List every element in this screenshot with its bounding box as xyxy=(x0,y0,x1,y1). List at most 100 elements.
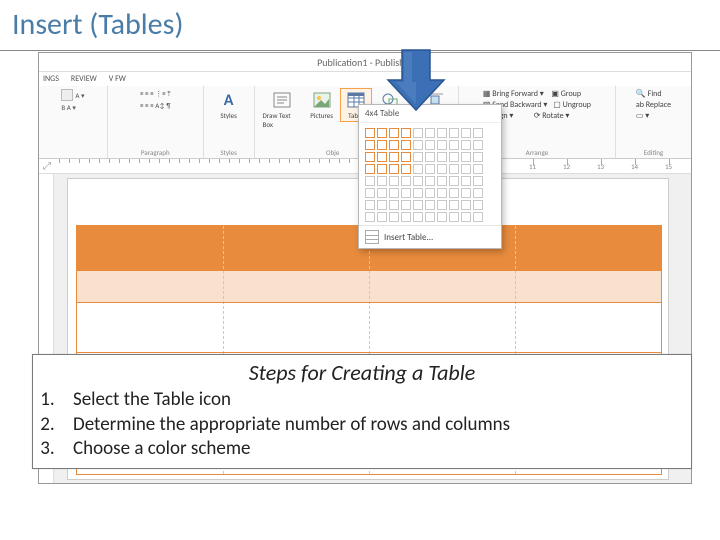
table-picker-cell[interactable] xyxy=(365,140,375,150)
table-picker-cell[interactable] xyxy=(413,140,423,150)
table-picker-cell[interactable] xyxy=(449,140,459,150)
table-picker-cell[interactable] xyxy=(365,152,375,162)
table-picker-cell[interactable] xyxy=(437,200,447,210)
table-picker-cell[interactable] xyxy=(389,200,399,210)
table-picker-cell[interactable] xyxy=(413,128,423,138)
table-picker-cell[interactable] xyxy=(449,128,459,138)
table-picker-cell[interactable] xyxy=(377,212,387,222)
table-picker-cell[interactable] xyxy=(365,188,375,198)
table-picker-cell[interactable] xyxy=(413,212,423,222)
table-picker-cell[interactable] xyxy=(401,152,411,162)
table-picker-cell[interactable] xyxy=(413,176,423,186)
table-picker-cell[interactable] xyxy=(377,152,387,162)
table-picker-cell[interactable] xyxy=(473,200,483,210)
table-picker-cell[interactable] xyxy=(413,188,423,198)
table-picker-cell[interactable] xyxy=(449,176,459,186)
table-picker-cell[interactable] xyxy=(437,164,447,174)
table-picker-cell[interactable] xyxy=(377,176,387,186)
table-picker-cell[interactable] xyxy=(473,152,483,162)
table-picker-cell[interactable] xyxy=(461,128,471,138)
table-picker-cell[interactable] xyxy=(425,200,435,210)
table-picker-cell[interactable] xyxy=(377,140,387,150)
table-picker-cell[interactable] xyxy=(473,140,483,150)
ribbon-tab[interactable]: REVIEW xyxy=(71,74,97,84)
rotate-button[interactable]: ⟳ Rotate ▾ xyxy=(534,111,570,121)
ungroup-button[interactable]: ▢ Ungroup xyxy=(553,100,591,110)
table-picker-cell[interactable] xyxy=(389,128,399,138)
table-picker-grid[interactable] xyxy=(359,123,501,225)
table-picker-cell[interactable] xyxy=(389,176,399,186)
table-picker-cell[interactable] xyxy=(449,152,459,162)
table-picker-cell[interactable] xyxy=(401,188,411,198)
table-picker-cell[interactable] xyxy=(425,140,435,150)
table-picker-cell[interactable] xyxy=(425,152,435,162)
table-picker-cell[interactable] xyxy=(401,200,411,210)
table-picker-cell[interactable] xyxy=(377,128,387,138)
table-picker-cell[interactable] xyxy=(461,212,471,222)
table-picker-cell[interactable] xyxy=(449,200,459,210)
table-picker-cell[interactable] xyxy=(461,176,471,186)
table-picker-cell[interactable] xyxy=(401,212,411,222)
table-picker-cell[interactable] xyxy=(425,188,435,198)
table-picker-cell[interactable] xyxy=(461,188,471,198)
table-picker-cell[interactable] xyxy=(449,212,459,222)
table-picker-cell[interactable] xyxy=(389,140,399,150)
table-picker-cell[interactable] xyxy=(377,188,387,198)
bring-forward-button[interactable]: ▦ Bring Forward ▾ xyxy=(483,89,544,99)
table-picker-cell[interactable] xyxy=(425,128,435,138)
table-picker-cell[interactable] xyxy=(377,200,387,210)
table-picker-cell[interactable] xyxy=(365,176,375,186)
replace-button[interactable]: ab Replace xyxy=(636,100,671,110)
table-picker-cell[interactable] xyxy=(413,164,423,174)
table-picker-cell[interactable] xyxy=(461,164,471,174)
table-picker-cell[interactable] xyxy=(461,152,471,162)
table-picker-cell[interactable] xyxy=(437,128,447,138)
table-picker-cell[interactable] xyxy=(461,200,471,210)
table-picker-cell[interactable] xyxy=(449,188,459,198)
table-picker-cell[interactable] xyxy=(449,164,459,174)
table-picker-cell[interactable] xyxy=(365,128,375,138)
table-picker-cell[interactable] xyxy=(425,164,435,174)
table-picker-cell[interactable] xyxy=(401,164,411,174)
ruler-number: 11 xyxy=(529,162,536,171)
table-picker-cell[interactable] xyxy=(473,188,483,198)
table-picker-cell[interactable] xyxy=(365,212,375,222)
table-picker-cell[interactable] xyxy=(389,152,399,162)
table-picker-cell[interactable] xyxy=(437,140,447,150)
table-picker-cell[interactable] xyxy=(437,188,447,198)
table-picker-cell[interactable] xyxy=(473,176,483,186)
table-picker-cell[interactable] xyxy=(437,152,447,162)
group-button[interactable]: ▣ Group xyxy=(551,89,581,99)
draw-text-box-button[interactable]: Draw Text Box xyxy=(261,89,303,130)
table-picker-cell[interactable] xyxy=(365,200,375,210)
pictures-button[interactable]: Pictures xyxy=(307,89,337,121)
table-picker-cell[interactable] xyxy=(389,212,399,222)
table-picker-cell[interactable] xyxy=(389,164,399,174)
table-picker-cell[interactable] xyxy=(389,188,399,198)
table-picker-cell[interactable] xyxy=(365,164,375,174)
ribbon-tab[interactable]: V FW xyxy=(109,74,126,84)
table-picker-cell[interactable] xyxy=(473,212,483,222)
table-picker-cell[interactable] xyxy=(473,164,483,174)
select-button[interactable]: ▭ ▾ xyxy=(636,111,649,121)
ribbon-tab[interactable]: INGS xyxy=(43,74,59,84)
table-picker-cell[interactable] xyxy=(437,212,447,222)
table-picker-cell[interactable] xyxy=(401,176,411,186)
insert-table-menu-item[interactable]: Insert Table... xyxy=(359,225,501,248)
table-picker-cell[interactable] xyxy=(377,164,387,174)
table-picker-cell[interactable] xyxy=(413,200,423,210)
find-button[interactable]: 🔍 Find xyxy=(636,89,662,99)
text-box-icon xyxy=(272,90,292,110)
table-picker-cell[interactable] xyxy=(461,140,471,150)
styles-button[interactable]: A Styles xyxy=(214,89,244,121)
table-picker-cell[interactable] xyxy=(413,152,423,162)
font-box[interactable] xyxy=(61,89,73,101)
table-picker-cell[interactable] xyxy=(437,176,447,186)
table-picker-cell[interactable] xyxy=(425,212,435,222)
steps-list: Select the Table icon Determine the appr… xyxy=(59,388,691,462)
window-titlebar: Publication1 - Publisher xyxy=(39,53,691,72)
table-picker-cell[interactable] xyxy=(425,176,435,186)
table-picker-cell[interactable] xyxy=(401,140,411,150)
table-picker-cell[interactable] xyxy=(401,128,411,138)
table-picker-cell[interactable] xyxy=(473,128,483,138)
